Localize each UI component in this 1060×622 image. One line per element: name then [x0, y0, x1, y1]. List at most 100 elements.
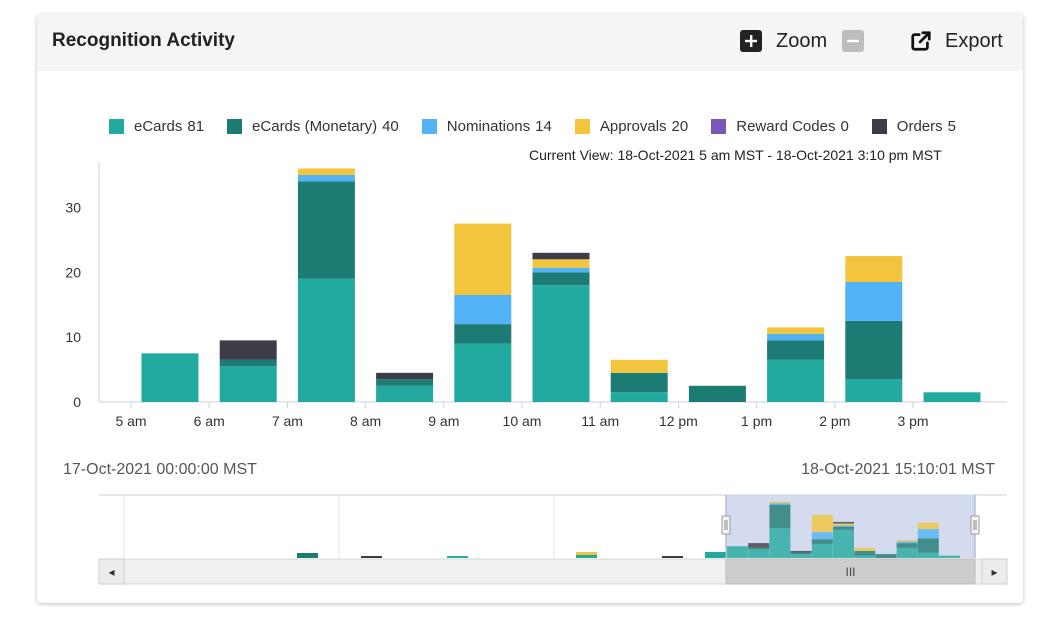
legend-series-name: Nominations	[446, 118, 531, 135]
navigator-overview-bar	[917, 552, 939, 558]
bar-segment[interactable]	[454, 343, 512, 402]
legend-series-total: 20	[671, 118, 689, 135]
bar-segment[interactable]	[219, 340, 277, 360]
navigator-overview-bar	[769, 528, 791, 558]
bar-segment[interactable]	[845, 379, 903, 402]
navigator-overview-bar	[833, 521, 854, 524]
navigator-start-label: 17-Oct-2021 00:00:00 MST	[63, 461, 257, 478]
bar-segment[interactable]	[688, 385, 746, 402]
bar-segment[interactable]	[845, 282, 903, 321]
legend-item[interactable]: Orders 5	[871, 118, 956, 135]
legend-swatch	[421, 119, 437, 134]
legend-series-total: 81	[187, 118, 205, 135]
bar-segment[interactable]	[767, 327, 825, 334]
scroll-right-arrow-icon: ▸	[991, 565, 997, 579]
bar-segment[interactable]	[376, 372, 434, 380]
bar-segment[interactable]	[376, 379, 434, 386]
bar-segment[interactable]	[532, 252, 590, 260]
bar-segment[interactable]	[297, 181, 355, 279]
export-label: Export	[945, 30, 1003, 52]
navigator-mini-bar	[447, 556, 468, 558]
bar-segment[interactable]	[141, 353, 199, 402]
legend-item[interactable]: eCards 81	[109, 118, 204, 135]
export-button[interactable]	[910, 26, 932, 56]
bar-segment[interactable]	[219, 366, 277, 402]
bar-segment[interactable]	[767, 333, 825, 341]
navigator-overview-bar	[769, 501, 791, 504]
legend-item[interactable]: Reward Codes 0	[711, 118, 849, 135]
navigator-overview-bar	[748, 549, 770, 558]
bar-segment[interactable]	[219, 359, 277, 367]
legend-series-name: eCards (Monetary)	[252, 118, 378, 135]
bar-segment[interactable]	[297, 278, 355, 402]
navigator-overview-bar	[896, 539, 918, 542]
minus-icon	[842, 30, 864, 52]
scroll-left-arrow-icon: ◂	[108, 565, 114, 579]
bar-segment[interactable]	[767, 359, 825, 402]
legend-swatch	[574, 119, 590, 134]
legend-series-name: Approvals	[599, 118, 667, 135]
scrollbar-right-button[interactable]	[981, 558, 1008, 585]
navigator-end-label: 18-Oct-2021 15:10:01 MST	[801, 461, 995, 478]
legend-swatch	[871, 119, 887, 134]
bar-segment[interactable]	[297, 174, 355, 182]
bar-segment[interactable]	[610, 392, 668, 402]
navigator-overview-bar	[748, 547, 770, 550]
legend-item[interactable]: Nominations 14	[421, 118, 552, 135]
bar-segment[interactable]	[532, 285, 590, 402]
legend-series-name: Reward Codes	[736, 118, 836, 135]
navigator-range-handle[interactable]	[970, 515, 980, 535]
navigator-overview-bar	[811, 514, 833, 533]
bar-segment[interactable]	[532, 267, 590, 273]
bar-segment[interactable]	[532, 259, 590, 268]
x-tick-label: 11 am	[581, 413, 619, 429]
bar-segment[interactable]	[454, 294, 512, 325]
scrollbar-grip-icon: III	[845, 565, 855, 579]
bar-segment[interactable]	[923, 392, 981, 402]
bar-segment[interactable]	[454, 223, 512, 295]
x-tick-label: 2 pm	[819, 413, 850, 429]
navigator-overview-bar	[790, 554, 812, 558]
navigator-overview-bar	[769, 504, 791, 529]
bar-segment[interactable]	[297, 168, 355, 175]
zoom-in-button[interactable]	[740, 26, 762, 56]
x-tick-label: 7 am	[272, 413, 303, 429]
legend-series-total: 14	[535, 118, 552, 135]
recognition-activity-card: Recognition Activity Zoom Export eCards 8…	[37, 14, 1023, 603]
navigator-overview-bar	[875, 554, 897, 558]
navigator-overview-bar	[896, 547, 918, 558]
navigator-mini-bar	[576, 552, 597, 555]
bar-segment[interactable]	[845, 256, 903, 282]
legend-swatch	[227, 119, 243, 134]
legend-item[interactable]: eCards (Monetary) 40	[227, 118, 399, 135]
y-tick-label: 10	[65, 329, 81, 345]
navigator-overview-bar	[833, 529, 854, 558]
zoom-label: Zoom	[776, 30, 828, 52]
navigator-overview-bar	[896, 543, 918, 548]
bar-segment[interactable]	[532, 272, 590, 286]
scrollbar-left-button[interactable]	[98, 558, 125, 585]
legend-swatch	[711, 119, 727, 134]
zoom-out-button[interactable]	[842, 26, 864, 56]
navigator-overview-bar	[790, 552, 812, 555]
bar-segment[interactable]	[845, 320, 903, 380]
legend-series-total: 40	[382, 118, 399, 135]
x-tick-label: 12 pm	[659, 413, 698, 429]
navigator-range-handle[interactable]	[721, 515, 731, 535]
legend-item[interactable]: Approvals 20	[574, 118, 689, 135]
bar-segment[interactable]	[454, 324, 512, 344]
scrollbar-thumb[interactable]	[725, 558, 976, 585]
navigator-overview-bar	[854, 555, 876, 558]
navigator-overview-bar	[917, 522, 939, 529]
navigator-overview-bar	[811, 532, 833, 540]
bar-segment[interactable]	[610, 372, 668, 393]
bar-segment[interactable]	[610, 359, 668, 373]
x-tick-label: 9 am	[428, 413, 459, 429]
bar-segment[interactable]	[767, 340, 825, 360]
card-header: Recognition Activity Zoom Export	[37, 14, 1023, 71]
recognition-activity-chart: 0 10 20 30 5 am 6 am 7 am 8 am 9 am 10 am 11 am 12 …	[65, 162, 1008, 585]
bar-segment[interactable]	[376, 385, 434, 402]
navigator-overview-bar	[811, 543, 833, 558]
current-view-label: Current View: 18-Oct-2021 5 am MST - 18-…	[529, 147, 942, 163]
legend-series-name: Orders	[896, 118, 943, 135]
